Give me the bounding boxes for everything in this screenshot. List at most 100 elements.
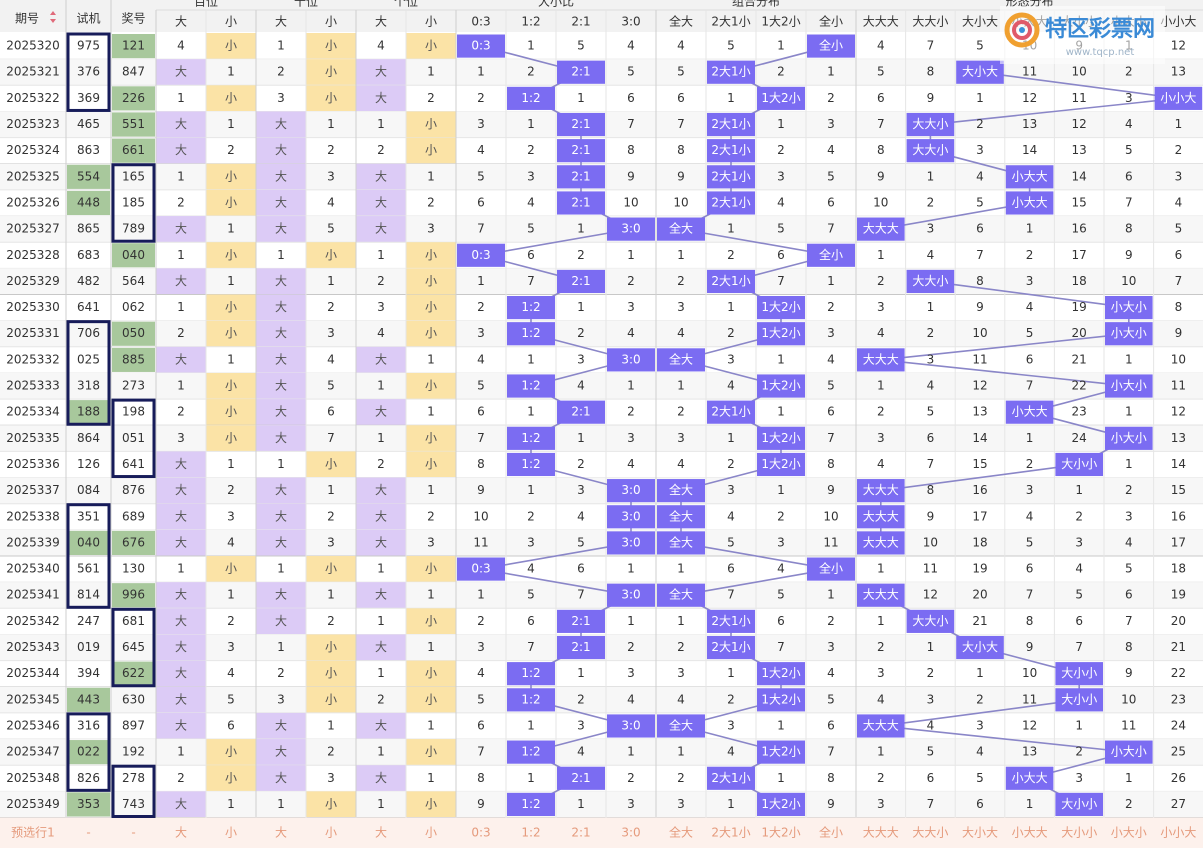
column-header: 小 bbox=[425, 15, 437, 29]
row-test: 316 bbox=[77, 718, 100, 732]
cell-value: 大 bbox=[275, 379, 287, 393]
highlight-cell bbox=[112, 138, 155, 163]
cell-value: 3 bbox=[827, 326, 835, 340]
cell-value: 5 bbox=[477, 379, 485, 393]
hit-cell bbox=[156, 791, 206, 818]
cell-value: 13 bbox=[1072, 143, 1087, 157]
footer-cell: 大小大 bbox=[962, 825, 998, 839]
hit-cell bbox=[406, 739, 456, 766]
cell-value: 22 bbox=[1072, 379, 1087, 393]
cell-value: 3 bbox=[927, 222, 935, 236]
cell-value: 4 bbox=[627, 326, 635, 340]
highlight-cell bbox=[112, 86, 155, 111]
cell-value: 3 bbox=[1175, 169, 1183, 183]
hit-cell bbox=[156, 451, 206, 478]
hit-cell bbox=[757, 86, 805, 110]
hit-cell bbox=[457, 243, 505, 267]
row-prize: 689 bbox=[122, 509, 145, 523]
hit-cell bbox=[356, 163, 406, 190]
cell-value: 1:2 bbox=[521, 692, 540, 706]
hit-cell bbox=[356, 399, 406, 426]
trend-line bbox=[880, 332, 1129, 361]
hit-cell bbox=[356, 712, 406, 740]
cell-value: 大 bbox=[275, 431, 287, 445]
cell-value: 1 bbox=[1125, 457, 1133, 471]
cell-value: 7 bbox=[477, 431, 485, 445]
hit-cell bbox=[557, 766, 605, 790]
cell-value: 大 bbox=[175, 117, 187, 131]
hit-cell bbox=[306, 660, 356, 687]
trend-line bbox=[680, 568, 832, 597]
cell-value: 3 bbox=[227, 509, 235, 523]
cell-value: 1 bbox=[1026, 222, 1034, 236]
cell-value: 小 bbox=[425, 300, 437, 314]
cell-value: 小 bbox=[425, 745, 437, 759]
cell-value: 2 bbox=[1175, 143, 1183, 157]
cell-value: 10 bbox=[1072, 65, 1087, 79]
cell-value: 2 bbox=[327, 143, 335, 157]
cell-value: 4 bbox=[1075, 562, 1083, 576]
row-issue: 2025320 bbox=[6, 39, 59, 53]
cell-value: 大 bbox=[375, 91, 387, 105]
cell-value: 全大 bbox=[669, 587, 693, 602]
cell-value: 大 bbox=[275, 300, 287, 314]
cell-value: 3 bbox=[877, 797, 885, 811]
cells: 百位 十位 个位 大小比 组合分布 形态分布期号 试机 奖号大小大小大小 0:3 1:2 2:1 3:… bbox=[6, 0, 1203, 839]
cell-value: 小 bbox=[425, 274, 437, 288]
hit-cell bbox=[906, 609, 955, 633]
cell-value: 1 bbox=[677, 248, 685, 262]
cell-value: 1 bbox=[327, 117, 335, 131]
cell-value: 全大 bbox=[669, 534, 693, 549]
hit-cell bbox=[507, 792, 555, 816]
cell-value: 小 bbox=[325, 666, 337, 680]
cell-value: 1 bbox=[1026, 797, 1034, 811]
cell-value: 小 bbox=[225, 300, 237, 314]
hit-cell bbox=[607, 714, 655, 738]
cell-value: 小 bbox=[425, 143, 437, 157]
cell-value: 1 bbox=[877, 614, 885, 628]
column-header: 期号 bbox=[15, 12, 39, 26]
footer-cell: 大 bbox=[275, 825, 287, 839]
cell-value: 4 bbox=[877, 457, 885, 471]
row-stripe bbox=[0, 320, 1203, 347]
cell-value: 6 bbox=[477, 718, 485, 732]
cell-value: 8 bbox=[477, 457, 485, 471]
cell-value: 2:1 bbox=[571, 614, 590, 628]
cell-value: 小 bbox=[225, 169, 237, 183]
cell-value: 2 bbox=[577, 248, 585, 262]
row-issue: 2025324 bbox=[6, 143, 59, 157]
footer-cell: 2大1小 bbox=[711, 825, 750, 839]
cell-value: 6 bbox=[477, 405, 485, 419]
cell-value: 1 bbox=[1125, 771, 1133, 785]
column-header: 大小大 bbox=[962, 15, 998, 29]
cell-value: 1 bbox=[627, 614, 635, 628]
cell-value: 小大大 bbox=[1012, 195, 1048, 209]
cell-value: 大 bbox=[375, 65, 387, 79]
cell-value: 大小小 bbox=[1061, 797, 1097, 811]
footer-cell: 0:3 bbox=[471, 825, 490, 839]
cell-value: 15 bbox=[1072, 195, 1087, 209]
cell-value: 大 bbox=[175, 640, 187, 654]
cell-value: 小 bbox=[225, 379, 237, 393]
hit-cell bbox=[156, 111, 206, 138]
cell-value: 3 bbox=[976, 718, 984, 732]
hit-cell bbox=[356, 765, 406, 792]
cell-value: 7 bbox=[327, 431, 335, 445]
cell-value: 1 bbox=[877, 379, 885, 393]
cell-value: 1大2小 bbox=[761, 692, 800, 706]
highlight-cell bbox=[112, 530, 155, 555]
cell-value: 3 bbox=[577, 718, 585, 732]
row-prize: 273 bbox=[122, 379, 145, 393]
cell-value: 2 bbox=[927, 326, 935, 340]
footer-cell: 小 bbox=[425, 825, 437, 839]
cell-value: 6 bbox=[677, 91, 685, 105]
hit-cell bbox=[1105, 296, 1153, 320]
cell-value: 1 bbox=[927, 300, 935, 314]
cell-value: 大 bbox=[275, 483, 287, 497]
row-issue: 2025331 bbox=[6, 326, 59, 340]
cell-value: 3:0 bbox=[621, 483, 640, 497]
cell-value: 小 bbox=[425, 39, 437, 53]
cell-value: 2 bbox=[427, 509, 435, 523]
cell-value: 大大小 bbox=[912, 143, 948, 157]
hit-cell bbox=[607, 505, 655, 529]
